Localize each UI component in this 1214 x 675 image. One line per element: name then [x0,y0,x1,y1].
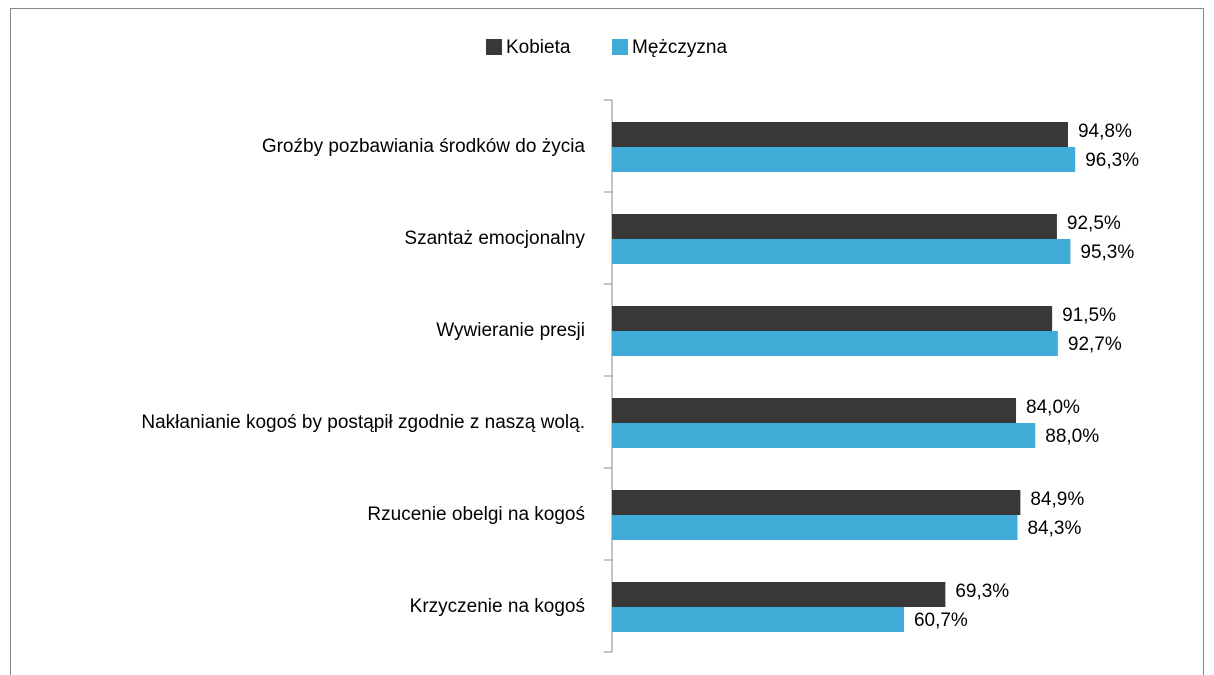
legend-label: Mężczyzna [632,37,727,58]
bar [612,147,1076,172]
data-label: 96,3% [1085,150,1139,171]
legend-swatch [612,39,628,55]
bar [612,607,904,632]
bar [612,515,1018,540]
legend-swatch [486,39,502,55]
y-tick-label: Szantaż emocjonalny [404,228,585,249]
bar [612,122,1068,147]
bar [612,306,1053,331]
bar [612,423,1036,448]
legend-label: Kobieta [506,37,571,58]
data-label: 91,5% [1062,305,1116,326]
data-label: 60,7% [914,610,968,631]
data-label: 84,0% [1026,397,1080,418]
bar [612,239,1071,264]
data-label: 92,7% [1068,334,1122,355]
bar [612,214,1057,239]
y-tick-label: Groźby pozbawiania środków do życia [262,136,586,157]
y-tick-label: Wywieranie presji [436,320,585,341]
bar [612,490,1021,515]
data-label: 94,8% [1078,121,1132,142]
y-tick-label: Nakłanianie kogoś by postąpił zgodnie z … [141,412,585,433]
data-label: 88,0% [1045,426,1099,447]
y-tick-label: Krzyczenie na kogoś [410,596,585,617]
data-label: 84,9% [1030,489,1084,510]
bar [612,398,1017,423]
bar [612,582,946,607]
y-tick-label: Rzucenie obelgi na kogoś [367,504,585,525]
data-label: 69,3% [955,581,1009,602]
data-label: 92,5% [1067,213,1121,234]
data-label: 95,3% [1080,242,1134,263]
bar [612,331,1058,356]
data-label: 84,3% [1027,518,1081,539]
